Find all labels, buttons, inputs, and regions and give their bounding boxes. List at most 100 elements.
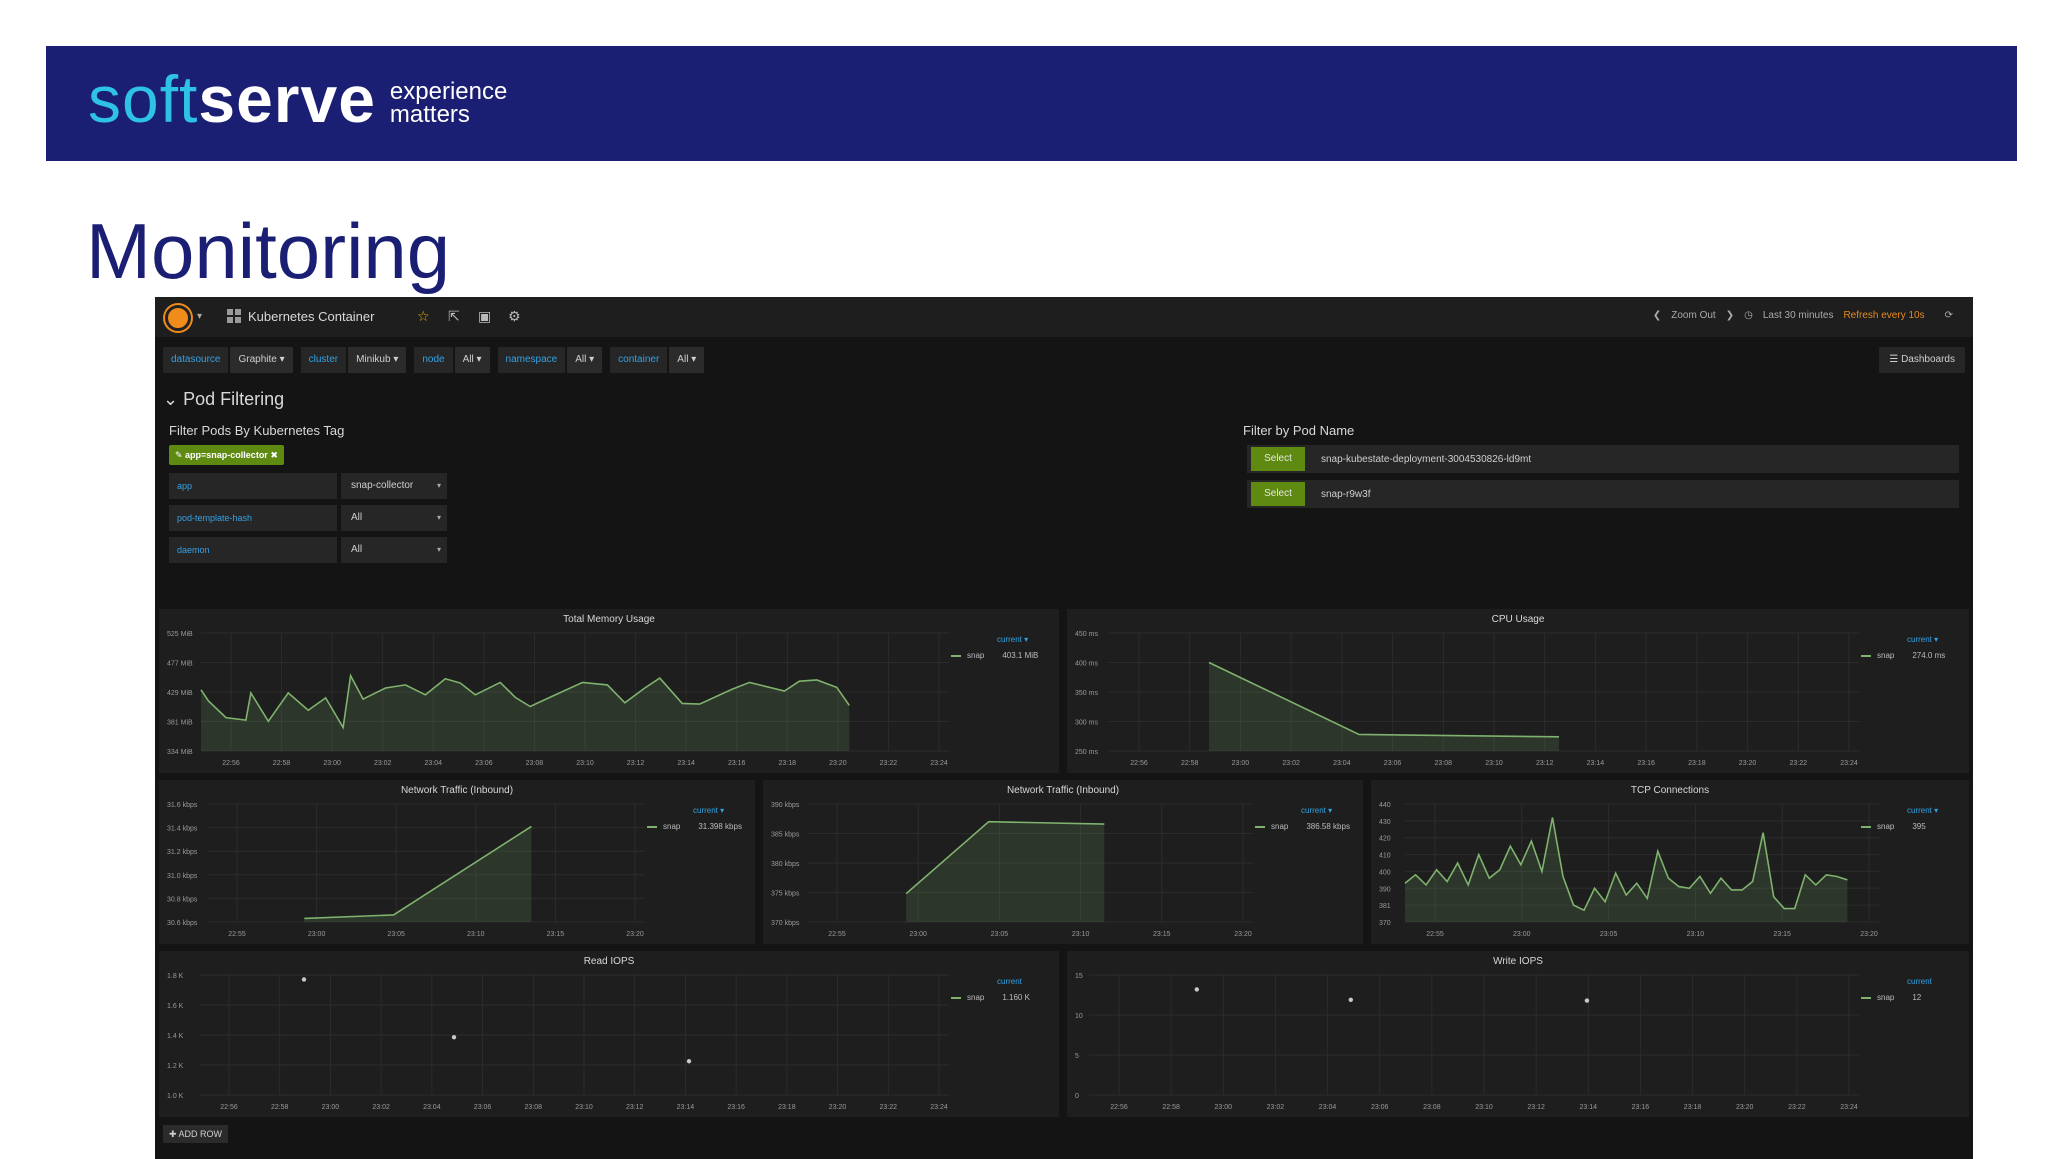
settings-icon[interactable]: ⚙ xyxy=(508,308,521,324)
legend-item[interactable]: snap 12 xyxy=(1861,993,1921,1002)
variable-dropdown[interactable]: All ▾ xyxy=(669,347,705,373)
legend-item[interactable]: snap 1.160 K xyxy=(951,993,1030,1002)
chevron-right-icon[interactable]: ❯ xyxy=(1725,310,1735,321)
share-icon[interactable]: ⇱ xyxy=(448,308,460,324)
y-tick-label: 1.4 K xyxy=(167,1033,184,1040)
x-tick-label: 23:02 xyxy=(1267,1104,1285,1111)
x-tick-label: 23:24 xyxy=(1840,760,1858,767)
refresh-icon[interactable]: ⟳ xyxy=(1944,310,1953,321)
row-title-pod-filtering[interactable]: ⌄ Pod Filtering xyxy=(163,389,284,410)
variable-dropdown[interactable]: All ▾ xyxy=(567,347,603,373)
tag-key[interactable]: daemon xyxy=(169,537,337,563)
x-tick-label: 23:22 xyxy=(1790,760,1808,767)
panel-title[interactable]: Write IOPS xyxy=(1493,956,1543,967)
panel-title[interactable]: CPU Usage xyxy=(1491,614,1545,625)
tag-key[interactable]: app xyxy=(169,473,337,499)
panel-cpu-usage[interactable]: CPU Usage 450 ms 400 ms 350 ms 300 ms 250 ms 2… xyxy=(1067,609,1969,773)
x-tick-label: 23:10 xyxy=(467,931,485,938)
add-row-button[interactable]: ✚ ADD ROW xyxy=(163,1125,229,1143)
x-tick-label: 23:18 xyxy=(778,1104,796,1111)
chevron-left-icon[interactable]: ❮ xyxy=(1652,310,1662,321)
panel-read-iops[interactable]: Read IOPS 1.8 K 1.6 K 1.4 K 1.2 K 1.0 K 22:56 2… xyxy=(159,951,1059,1117)
variable-dropdown[interactable]: All ▾ xyxy=(454,347,490,373)
star-icon[interactable]: ☆ xyxy=(417,308,430,324)
panel-title[interactable]: TCP Connections xyxy=(1630,785,1710,796)
chevron-down-icon[interactable]: ⌄ xyxy=(163,389,184,409)
x-tick-label: 23:02 xyxy=(372,1104,390,1111)
tagline-line-1: experience xyxy=(389,78,508,105)
series-line[interactable] xyxy=(1404,817,1848,912)
x-tick-label: 22:56 xyxy=(1130,760,1148,767)
tag-filter-row: app snap-collector xyxy=(169,473,447,499)
y-tick-label: 30.6 kbps xyxy=(167,920,198,927)
variable-dropdown[interactable]: Graphite ▾ xyxy=(230,347,293,373)
data-point[interactable] xyxy=(301,977,307,982)
zoom-out-button[interactable]: Zoom Out xyxy=(1671,310,1716,321)
variable-label: node xyxy=(414,347,453,373)
select-button[interactable]: Select xyxy=(1251,447,1305,471)
chart-svg: 450 ms 400 ms 350 ms 300 ms 250 ms 22:56 22:58… xyxy=(1075,631,1859,767)
legend-item[interactable]: snap 403.1 MiB xyxy=(951,651,1038,660)
variable-label: datasource xyxy=(163,347,229,373)
legend-item[interactable]: snap 395 xyxy=(1861,822,1926,831)
legend-item[interactable]: snap 274.0 ms xyxy=(1861,651,1945,660)
legend-item[interactable]: snap 386.58 kbps xyxy=(1255,822,1350,831)
panel-memory-usage[interactable]: Total Memory Usage 525 MiB 477 MiB 429 MiB 3… xyxy=(159,609,1059,773)
data-point[interactable] xyxy=(686,1059,692,1064)
tag-filter-chip[interactable]: ✎ app=snap-collector ✖ xyxy=(169,445,284,465)
series-line[interactable] xyxy=(1208,661,1560,738)
grafana-logo-icon[interactable] xyxy=(165,305,191,331)
panel-tcp-connections[interactable]: TCP Connections 440 430 420 410 400 390 381 370 2… xyxy=(1371,780,1969,944)
panel-title[interactable]: Network Traffic (Inbound) xyxy=(1006,785,1120,796)
data-point[interactable] xyxy=(1348,997,1353,1002)
x-tick-label: 23:20 xyxy=(829,1104,847,1111)
legend-swatch xyxy=(951,654,961,657)
legend-header[interactable]: current ▾ xyxy=(997,635,1029,644)
legend-header[interactable]: current ▾ xyxy=(1301,806,1333,815)
refresh-interval[interactable]: Refresh every 10s xyxy=(1843,310,1925,321)
x-tick-label: 23:14 xyxy=(677,1104,695,1111)
x-tick-label: 23:05 xyxy=(1600,931,1618,938)
data-point[interactable] xyxy=(1584,998,1590,1003)
panel-title[interactable]: Read IOPS xyxy=(583,956,635,967)
panel-network-traffic-1[interactable]: Network Traffic (Inbound) 31.6 kbps 31.4 k… xyxy=(159,780,755,944)
legend-item[interactable]: snap 31.398 kbps xyxy=(647,822,742,831)
save-icon[interactable]: ▣ xyxy=(478,308,492,324)
legend-current-value: 1.160 K xyxy=(1002,993,1030,1002)
legend-header[interactable]: current ▾ xyxy=(1907,806,1939,815)
y-tick-label: 1.0 K xyxy=(167,1093,184,1100)
time-range-picker[interactable]: Last 30 minutes xyxy=(1762,310,1834,321)
dashboards-button[interactable]: ☰ Dashboards xyxy=(1879,347,1965,373)
tag-value-select[interactable]: All xyxy=(341,505,447,531)
data-point[interactable] xyxy=(1194,987,1199,992)
variable-label: container xyxy=(610,347,668,373)
series-line[interactable] xyxy=(905,820,1105,895)
variable-dropdown[interactable]: Minikub ▾ xyxy=(348,347,407,373)
series-line[interactable] xyxy=(304,825,532,920)
legend-header[interactable]: current ▾ xyxy=(693,806,725,815)
dashboard-title[interactable]: Kubernetes Container xyxy=(248,309,375,324)
softserve-logo: soft serve experience matters xyxy=(88,66,507,132)
legend-header[interactable]: current xyxy=(997,977,1022,986)
x-tick-label: 23:20 xyxy=(1736,1104,1754,1111)
data-point[interactable] xyxy=(451,1035,457,1040)
tag-value-select[interactable]: All xyxy=(341,537,447,563)
panel-network-traffic-2[interactable]: Network Traffic (Inbound) 390 kbps 385 kbp… xyxy=(763,780,1363,944)
legend-current-value: 403.1 MiB xyxy=(1002,651,1039,660)
tag-filter-row: pod-template-hash All xyxy=(169,505,447,531)
select-button[interactable]: Select xyxy=(1251,482,1305,506)
tag-key[interactable]: pod-template-hash xyxy=(169,505,337,531)
pod-filter-row: Select snap-r9w3f xyxy=(1247,480,1959,508)
chevron-down-icon[interactable]: ▾ xyxy=(197,311,203,322)
legend-header[interactable]: current xyxy=(1907,977,1932,986)
tag-filter-row: daemon All xyxy=(169,537,447,563)
series-line[interactable] xyxy=(200,673,850,730)
x-tick-label: 23:14 xyxy=(1587,760,1605,767)
legend-header[interactable]: current ▾ xyxy=(1907,635,1939,644)
panel-title[interactable]: Total Memory Usage xyxy=(563,614,655,625)
y-tick-label: 31.4 kbps xyxy=(167,826,198,833)
panel-title[interactable]: Network Traffic (Inbound) xyxy=(400,785,514,796)
tag-value-select[interactable]: snap-collector xyxy=(341,473,447,499)
legend-swatch xyxy=(1861,825,1871,828)
panel-write-iops[interactable]: Write IOPS 15 10 5 0 22:56 22:58 23:00 23:02 23:0… xyxy=(1067,951,1969,1117)
